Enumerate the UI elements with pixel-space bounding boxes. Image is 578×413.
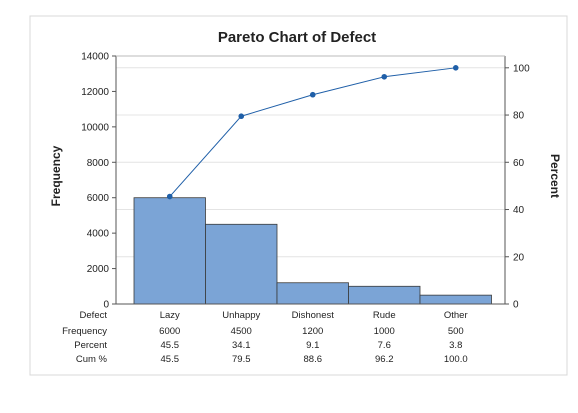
bar-other (419, 294, 492, 305)
cum-point-rude (381, 73, 388, 80)
table-cell-frequency: 6000 (159, 326, 180, 337)
table-cell-defect: Dishonest (292, 310, 335, 321)
table-cell-defect: Other (444, 310, 468, 321)
left-tick-label: 10000 (81, 122, 109, 133)
table-cell-cum-percent: 100.0 (444, 354, 468, 365)
bar-dishonest (276, 282, 349, 305)
table-cell-frequency: 1200 (302, 326, 323, 337)
table-cell-cum-percent: 45.5 (161, 354, 180, 365)
tick-label-group: 0 2000 4000 6000 8000 10000 12000 14000 0 20 40 60 8… (81, 52, 530, 311)
table-cell-frequency: 4500 (231, 326, 252, 337)
axes-group (115, 55, 506, 305)
left-axis-label: Frequency (49, 145, 63, 206)
cumulative-line-group (166, 65, 459, 200)
bar-rude (348, 285, 421, 305)
right-tick-label: 100 (513, 63, 530, 74)
cum-point-lazy (166, 193, 173, 200)
table-cell-cum-percent: 88.6 (304, 354, 323, 365)
left-tick-label: 6000 (87, 193, 110, 204)
right-axis-label: Percent (548, 154, 562, 198)
right-tick-label: 80 (513, 111, 525, 122)
cum-point-dishonest (309, 91, 316, 98)
table-cell-cum-percent: 96.2 (375, 354, 394, 365)
left-tick-label: 4000 (87, 229, 110, 240)
left-tick-label: 2000 (87, 264, 110, 275)
right-tick-label: 0 (513, 300, 519, 311)
bar-group (133, 197, 492, 305)
table-cell-percent: 34.1 (232, 340, 251, 351)
table-cell-defect: Lazy (160, 310, 180, 321)
table-row-label-defect: Defect (80, 310, 108, 321)
table-cell-defect: Unhappy (222, 310, 260, 321)
summary-table: Defect Lazy Unhappy Dishonest Rude Other Frequ… (62, 310, 468, 365)
left-tick-label: 14000 (81, 52, 109, 63)
table-cell-cum-percent: 79.5 (232, 354, 251, 365)
right-tick-label: 20 (513, 252, 525, 263)
left-tick-label: 8000 (87, 158, 110, 169)
table-cell-frequency: 500 (448, 326, 464, 337)
table-cell-percent: 9.1 (306, 340, 319, 351)
right-tick-label: 40 (513, 205, 525, 216)
table-row-label-cum-percent: Cum % (76, 354, 108, 365)
cum-point-unhappy (238, 113, 245, 120)
bar-lazy (133, 197, 206, 305)
right-tick-label: 60 (513, 158, 525, 169)
table-cell-percent: 7.6 (378, 340, 391, 351)
table-row-label-percent: Percent (74, 340, 107, 351)
table-cell-percent: 3.8 (449, 340, 462, 351)
cum-point-other (452, 65, 459, 71)
chart-frame (29, 15, 568, 376)
table-row-label-frequency: Frequency (62, 326, 107, 337)
table-cell-frequency: 1000 (374, 326, 395, 337)
bar-unhappy (205, 223, 278, 305)
left-tick-label: 12000 (81, 87, 109, 98)
left-tick-label: 0 (103, 300, 109, 311)
table-cell-defect: Rude (373, 310, 396, 321)
table-cell-percent: 45.5 (161, 340, 180, 351)
chart-title: Pareto Chart of Defect (218, 29, 376, 46)
